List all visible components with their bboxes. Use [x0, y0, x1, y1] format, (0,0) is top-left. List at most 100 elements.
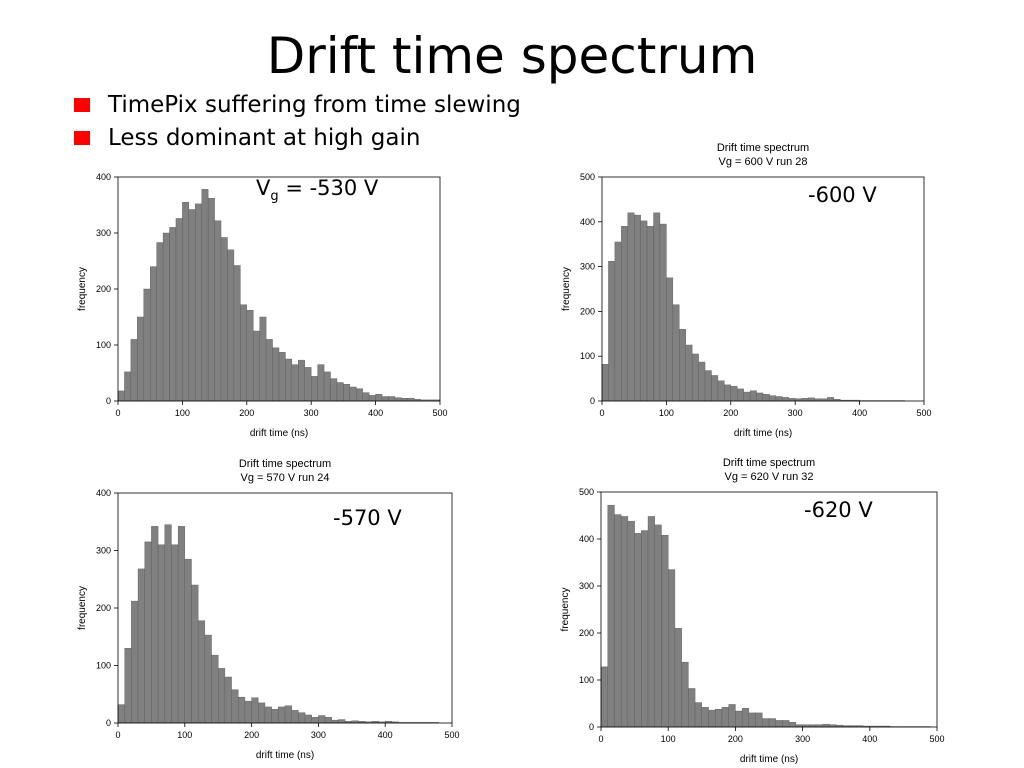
- y-tick-label: 100: [579, 675, 594, 685]
- histogram-bar: [681, 661, 689, 728]
- y-tick-label: 400: [96, 488, 111, 498]
- histogram-bar: [388, 396, 396, 402]
- histogram-bar: [698, 361, 706, 402]
- histogram-bar: [117, 390, 125, 402]
- histogram-bar: [238, 696, 246, 724]
- y-tick-label: 300: [96, 228, 111, 238]
- histogram-bar: [323, 371, 331, 402]
- x-tick-label: 300: [795, 734, 810, 744]
- histogram-bar: [782, 397, 789, 402]
- histogram-bar: [634, 533, 642, 728]
- histogram-bar: [708, 709, 716, 728]
- histogram-bar: [188, 209, 196, 402]
- histogram-bar: [769, 395, 777, 402]
- histogram-bar: [691, 353, 699, 402]
- chart-title: Drift time spectrum: [723, 457, 815, 469]
- histogram-bar: [251, 697, 259, 724]
- x-tick-label: 100: [661, 734, 676, 744]
- voltage-label-main: -620 V: [804, 498, 873, 522]
- histogram-bar: [356, 388, 363, 402]
- histogram-620v-svg: 0 100 200 300 400 500 0 100 200 300 400 500 drift ti…: [560, 457, 945, 765]
- y-tick-label: 100: [96, 661, 111, 671]
- bullet-list: TimePix suffering from time slewing Less…: [74, 88, 521, 154]
- histogram-bar: [394, 397, 402, 402]
- bullet-item: TimePix suffering from time slewing: [74, 88, 521, 121]
- histogram-bar: [701, 707, 709, 728]
- histogram-bar: [620, 516, 629, 728]
- histogram-bar: [331, 719, 339, 724]
- y-tick-label: 400: [579, 534, 594, 544]
- histogram-bar: [717, 380, 725, 402]
- plot-frame: [600, 491, 938, 728]
- histogram-bar: [667, 569, 676, 728]
- histogram-bar: [654, 524, 662, 728]
- histogram-bar: [298, 359, 305, 402]
- x-axis-label: drift time (ns): [734, 428, 792, 439]
- histogram-bar: [197, 620, 206, 724]
- histogram-bar: [822, 723, 830, 728]
- y-axis-label: frequency: [77, 586, 88, 630]
- histogram-bar: [317, 364, 325, 402]
- x-tick-label: 0: [599, 408, 604, 418]
- voltage-label-600v: -600 V: [808, 183, 877, 207]
- y-tick-label: 100: [580, 351, 595, 361]
- histogram-bar: [755, 712, 763, 728]
- y-tick-label: 200: [96, 284, 111, 294]
- chart-title: Drift time spectrum: [239, 458, 331, 470]
- histogram-bar: [144, 541, 152, 724]
- x-tick-label: 300: [311, 730, 326, 740]
- histogram-bar: [278, 706, 286, 724]
- histogram-bar: [220, 237, 228, 402]
- histogram-bar: [244, 700, 252, 724]
- histogram-bar: [741, 708, 750, 728]
- voltage-label-rest: = -530 V: [278, 176, 379, 200]
- histogram-bar: [156, 242, 164, 402]
- y-tick-label: 0: [590, 396, 595, 406]
- histogram-bar: [688, 688, 696, 728]
- histogram-bar: [246, 310, 254, 402]
- voltage-label-570v: -570 V: [333, 506, 402, 530]
- histogram-bar: [284, 705, 292, 724]
- x-tick-label: 500: [929, 734, 944, 744]
- voltage-label-620v: -620 V: [804, 498, 873, 522]
- slide-title: Drift time spectrum: [266, 27, 758, 85]
- histogram-bar: [679, 329, 686, 402]
- histogram-620v: 0 100 200 300 400 500 0 100 200 300 400 500 drift ti…: [545, 446, 955, 768]
- histogram-bar: [601, 364, 609, 402]
- x-tick-label: 200: [723, 408, 738, 418]
- x-tick-label: 200: [728, 734, 743, 744]
- x-tick-label: 500: [916, 408, 931, 418]
- histogram-570v-svg: 0 100 200 300 400 500 0 100 200 300 400 drift time …: [77, 458, 460, 761]
- histogram-bar: [407, 397, 415, 402]
- bullet-text: TimePix suffering from time slewing: [108, 91, 521, 118]
- histogram-bar: [204, 634, 212, 724]
- histogram-bar: [694, 702, 703, 728]
- histogram-bar: [608, 261, 616, 402]
- x-tick-label: 0: [115, 408, 120, 418]
- histogram-bar: [253, 330, 260, 402]
- histogram-530v-svg: 0 100 200 300 400 500 0 100 200 300 400 drift time …: [77, 172, 448, 439]
- histogram-bar: [182, 202, 190, 402]
- histogram-bar: [801, 398, 809, 402]
- histogram-bar: [661, 535, 669, 728]
- histogram-bar: [191, 584, 199, 724]
- histogram-bar: [782, 720, 790, 728]
- histogram-bar: [264, 706, 272, 724]
- histogram-bar: [137, 568, 145, 724]
- histogram-bar: [149, 266, 157, 402]
- y-axis-label: frequency: [561, 267, 572, 311]
- histogram-bar: [184, 558, 192, 724]
- histogram-bar: [827, 397, 835, 402]
- chart-subtitle: Vg = 620 V run 32: [725, 471, 814, 483]
- histogram-530v: 0 100 200 300 400 500 0 100 200 300 400 drift time …: [64, 166, 464, 451]
- histogram-bar: [311, 717, 319, 724]
- histogram-bar: [162, 232, 170, 402]
- histogram-bar: [614, 241, 622, 402]
- histogram-bar: [231, 689, 239, 724]
- histogram-bar: [768, 718, 776, 728]
- x-tick-label: 0: [115, 730, 120, 740]
- y-tick-label: 300: [579, 581, 594, 591]
- histogram-bar: [704, 370, 712, 402]
- histogram-bar: [130, 339, 138, 402]
- histogram-bar: [349, 386, 357, 402]
